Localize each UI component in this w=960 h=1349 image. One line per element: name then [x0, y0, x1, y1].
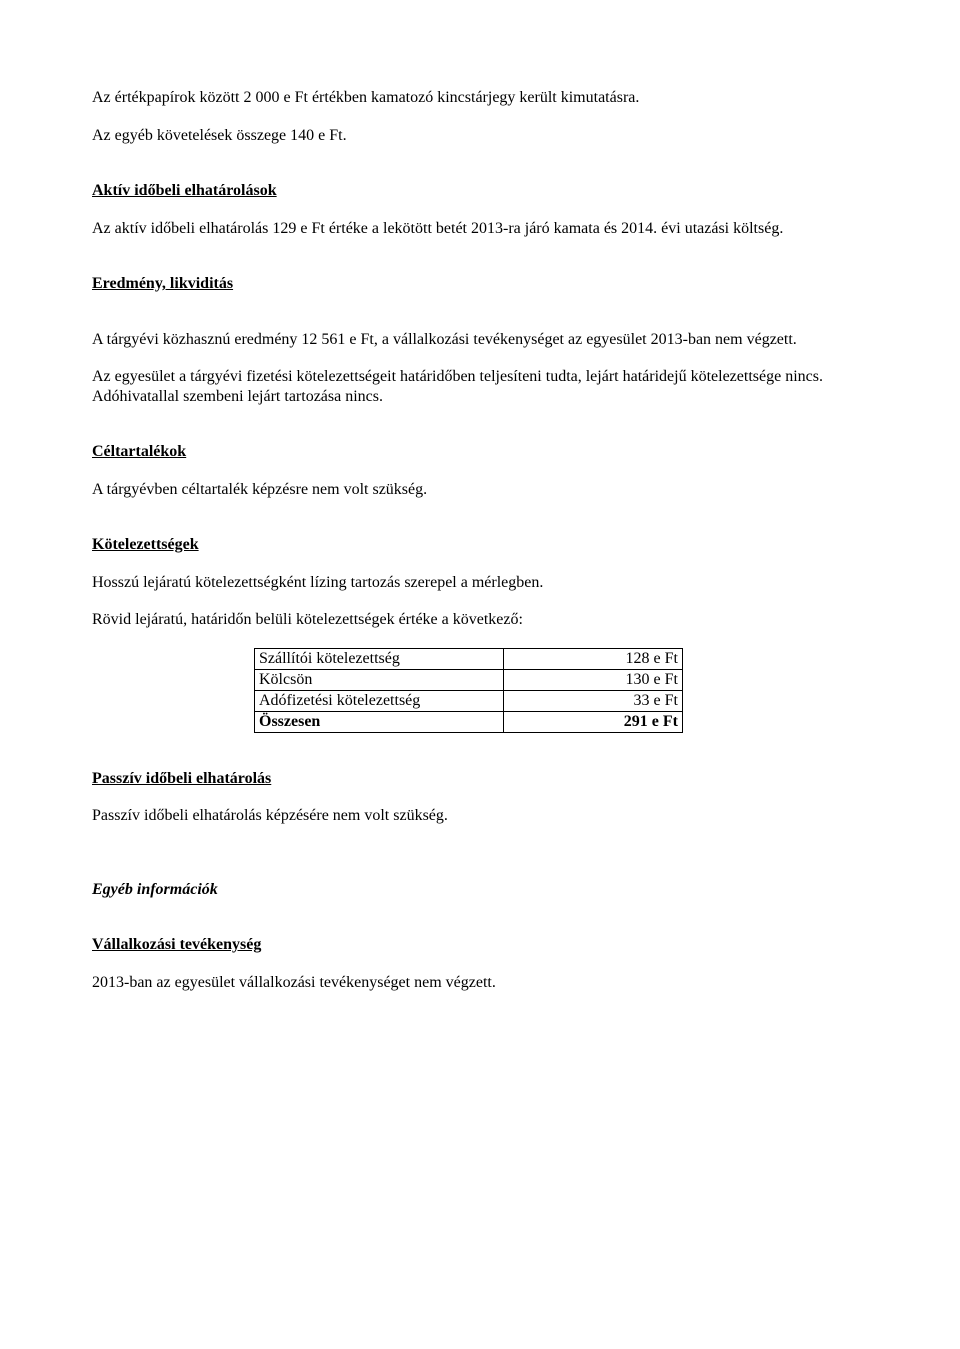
- spacer: [92, 312, 868, 330]
- intro-paragraph-1: Az értékpapírok között 2 000 e Ft értékb…: [92, 88, 868, 108]
- table-cell-label: Összesen: [255, 711, 504, 732]
- table-row: Szállítói kötelezettség 128 e Ft: [255, 648, 683, 669]
- table-cell-value: 128 e Ft: [504, 648, 683, 669]
- table-cell-value: 33 e Ft: [504, 690, 683, 711]
- table-cell-value: 130 e Ft: [504, 669, 683, 690]
- spacer: [92, 751, 868, 769]
- eredmeny-paragraph-1: A tárgyévi közhasznú eredmény 12 561 e F…: [92, 330, 868, 350]
- heading-celtartalek: Céltartalékok: [92, 442, 868, 462]
- vallalkozasi-paragraph-1: 2013-ban az egyesület vállalkozási tevék…: [92, 973, 868, 993]
- heading-vallalkozasi: Vállalkozási tevékenység: [92, 935, 868, 955]
- spacer: [92, 163, 868, 181]
- heading-egyeb: Egyéb információk: [92, 880, 868, 900]
- heading-eredmeny: Eredmény, likviditás: [92, 274, 868, 294]
- spacer: [92, 917, 868, 935]
- intro-paragraph-2: Az egyéb követelések összege 140 e Ft.: [92, 126, 868, 146]
- table-cell-label: Adófizetési kötelezettség: [255, 690, 504, 711]
- spacer: [92, 424, 868, 442]
- heading-aktiv: Aktív időbeli elhatárolások: [92, 181, 868, 201]
- eredmeny-paragraph-2: Az egyesület a tárgyévi fizetési kötelez…: [92, 367, 868, 406]
- spacer: [92, 256, 868, 274]
- heading-passziv: Passzív időbeli elhatárolás: [92, 769, 868, 789]
- celtartalek-paragraph-1: A tárgyévben céltartalék képzésre nem vo…: [92, 480, 868, 500]
- table-row: Kölcsön 130 e Ft: [255, 669, 683, 690]
- kotelezettsegek-paragraph-2: Rövid lejáratú, határidőn belüli kötelez…: [92, 610, 868, 630]
- table-row: Adófizetési kötelezettség 33 e Ft: [255, 690, 683, 711]
- heading-kotelezettsegek: Kötelezettségek: [92, 535, 868, 555]
- spacer: [92, 517, 868, 535]
- kotelezettsegek-paragraph-1: Hosszú lejáratú kötelezettségként lízing…: [92, 573, 868, 593]
- table-cell-label: Szállítói kötelezettség: [255, 648, 504, 669]
- spacer: [92, 844, 868, 880]
- table-row: Összesen 291 e Ft: [255, 711, 683, 732]
- table-cell-label: Kölcsön: [255, 669, 504, 690]
- table-cell-value: 291 e Ft: [504, 711, 683, 732]
- passziv-paragraph-1: Passzív időbeli elhatárolás képzésére ne…: [92, 806, 868, 826]
- kotelezettsegek-table: Szállítói kötelezettség 128 e Ft Kölcsön…: [254, 648, 683, 733]
- aktiv-paragraph-1: Az aktív időbeli elhatárolás 129 e Ft ér…: [92, 219, 868, 239]
